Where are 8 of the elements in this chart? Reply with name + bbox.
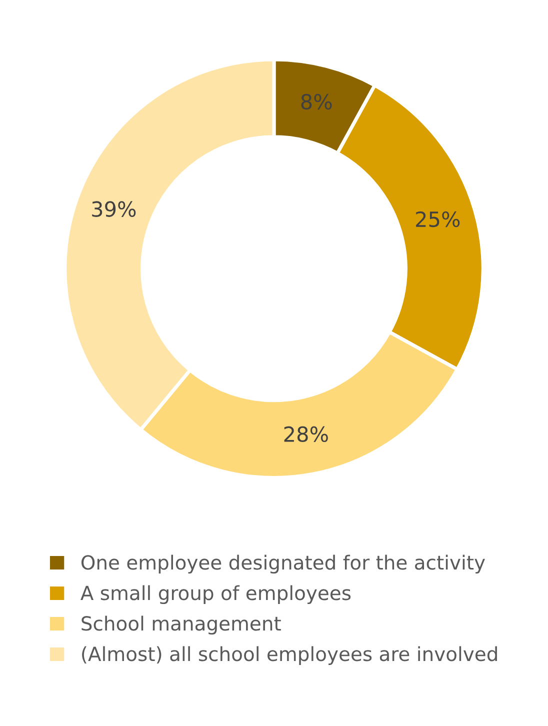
- data-label: 39%: [92, 201, 136, 217]
- legend-label: One employee designated for the activity: [81, 554, 485, 574]
- data-label: 25%: [416, 211, 460, 228]
- data-label: 8%: [301, 94, 332, 110]
- legend-label: A small group of employees: [80, 585, 351, 604]
- legend-label: School management: [82, 616, 281, 635]
- data-label: 28%: [284, 426, 328, 442]
- legend-label: (Almost) all school employees are involved: [82, 646, 497, 666]
